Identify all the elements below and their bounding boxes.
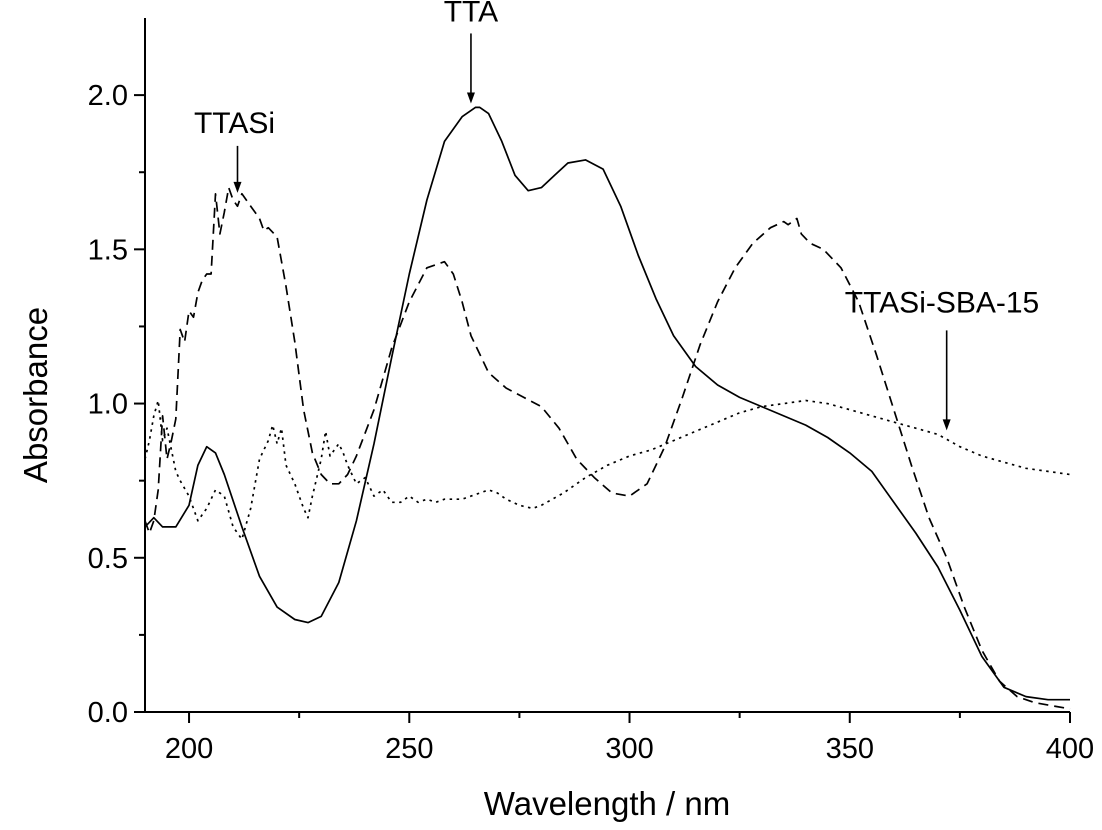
axis-ticks — [134, 94, 1071, 723]
annotations: TTA TTASi TTASi-SBA-15 — [194, 0, 1040, 431]
y-tick-label: 1.0 — [88, 389, 128, 421]
annotation-tta: TTA — [444, 0, 498, 104]
annotation-arrow-head — [233, 181, 242, 193]
annotation-ttasi-sba-15: TTASi-SBA-15 — [845, 286, 1040, 431]
annotation-label: TTA — [444, 0, 498, 28]
x-tick-label: 250 — [385, 733, 433, 765]
tick-labels: 200 250 300 350 400 0.0 0.5 1.0 1.5 2.0 — [88, 80, 1095, 765]
x-tick-label: 400 — [1046, 733, 1094, 765]
series-curves — [144, 106, 1071, 710]
annotation-ttasi: TTASi — [194, 107, 275, 193]
series-line-ttasi — [144, 186, 1071, 710]
y-tick-label: 1.5 — [88, 234, 128, 266]
annotation-label: TTASi-SBA-15 — [845, 286, 1040, 319]
axes — [144, 18, 1070, 713]
series-line-tta — [144, 106, 1070, 701]
annotation-arrow-head — [466, 92, 475, 104]
annotation-label: TTASi — [194, 107, 275, 140]
x-axis-title: Wavelength / nm — [484, 785, 730, 822]
y-tick-label: 0.5 — [88, 543, 128, 575]
series-line-ttasi-sba-15 — [144, 399, 1071, 541]
annotation-arrow-head — [942, 419, 951, 431]
y-tick-label: 0.0 — [88, 697, 128, 729]
y-axis-title: Absorbance — [17, 307, 54, 483]
x-tick-label: 350 — [826, 733, 874, 765]
x-tick-label: 300 — [605, 733, 653, 765]
y-tick-label: 2.0 — [88, 80, 128, 112]
x-tick-label: 200 — [165, 733, 213, 765]
